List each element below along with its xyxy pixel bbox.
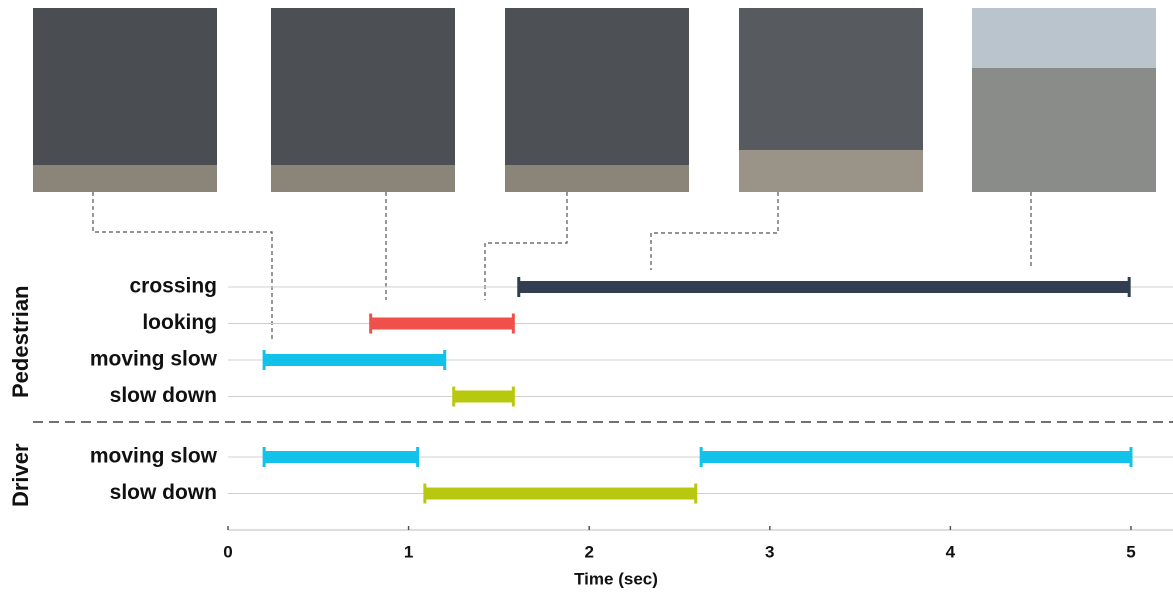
photo: [271, 8, 455, 192]
interval-bar: [453, 390, 514, 403]
photo-sky: [972, 8, 1156, 68]
photo-ground: [33, 165, 217, 192]
connectors: [92, 192, 1032, 340]
x-tick-label: 2: [584, 542, 593, 561]
x-tick-label: 3: [765, 542, 774, 561]
interval-bar: [518, 281, 1130, 293]
row-label: moving slow: [90, 445, 218, 468]
interval-bar: [370, 317, 514, 330]
photo-ground: [505, 165, 689, 192]
photo-ground: [271, 165, 455, 192]
x-tick-label: 4: [946, 542, 956, 561]
row-label: looking: [142, 311, 217, 334]
connector: [484, 192, 568, 300]
interval-bar: [264, 451, 418, 463]
x-tick-label: 0: [223, 542, 232, 561]
row-label: moving slow: [90, 348, 218, 371]
interval-bar: [424, 487, 696, 500]
row-label: slow down: [110, 481, 217, 504]
photo-ground: [739, 150, 923, 192]
photo: [505, 8, 689, 192]
photo: [33, 8, 217, 192]
interval-bar: [701, 451, 1131, 463]
x-tick-label: 5: [1126, 542, 1135, 561]
photo-strip: [33, 8, 1156, 192]
x-tick-label: 1: [404, 542, 413, 561]
x-axis-label: Time (sec): [574, 569, 658, 588]
group-label: Pedestrian: [8, 286, 33, 399]
interval-bar: [264, 354, 445, 366]
connector: [650, 192, 779, 270]
connector: [92, 192, 273, 340]
group-label: Driver: [8, 443, 33, 507]
row-label: crossing: [129, 275, 217, 298]
row-label: slow down: [110, 384, 217, 407]
